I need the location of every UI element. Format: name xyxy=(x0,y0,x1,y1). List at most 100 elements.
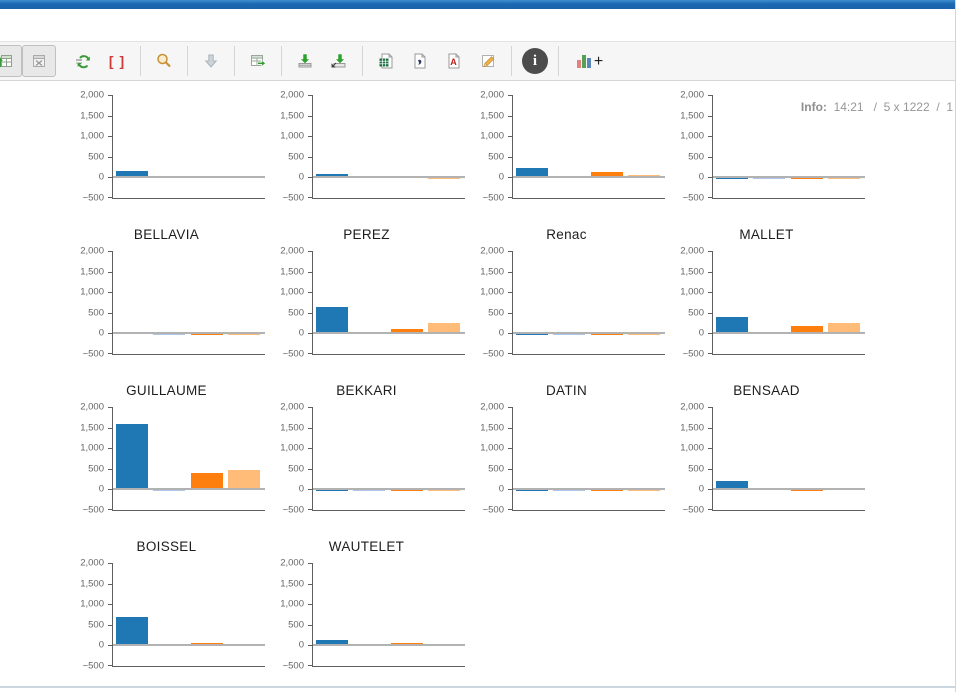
y-tick-label: 500 xyxy=(688,307,704,319)
chart-cell[interactable]: BEKKARI 2,000 1,500 1,000 500 0 −500 xyxy=(268,382,465,516)
y-tick-mark xyxy=(708,177,712,179)
bar-series-1 xyxy=(116,424,148,490)
y-tick-label: 1,000 xyxy=(280,286,304,298)
y-tick-mark xyxy=(308,156,312,158)
y-tick-label: 1,000 xyxy=(480,130,504,142)
info-button[interactable]: i xyxy=(518,45,552,77)
bar-series-3 xyxy=(790,325,823,334)
y-tick-mark xyxy=(508,448,512,450)
export-pdf-button[interactable]: A xyxy=(437,45,471,77)
y-tick-label: 1,000 xyxy=(680,130,704,142)
y-axis-labels: 2,000 1,500 1,000 500 0 −500 xyxy=(468,246,512,360)
save-button[interactable] xyxy=(288,45,322,77)
charts-grid: 2,000 1,500 1,000 500 0 −500 2,000 1,500 1,000 50… xyxy=(68,90,955,672)
y-tick-mark xyxy=(308,353,312,354)
export-excel-button[interactable] xyxy=(369,45,403,77)
y-axis-labels: 2,000 1,500 1,000 500 0 −500 xyxy=(668,246,712,360)
chart-cell[interactable]: BOISSEL 2,000 1,500 1,000 500 0 −500 xyxy=(68,538,265,672)
y-tick-label: −500 xyxy=(682,504,704,516)
y-tick-mark xyxy=(508,312,512,314)
y-tick-label: 1,000 xyxy=(80,442,104,454)
chart-cell[interactable]: BENSAAD 2,000 1,500 1,000 500 0 −500 xyxy=(668,382,865,516)
y-tick-mark xyxy=(108,115,112,117)
y-tick-label: −500 xyxy=(82,192,104,204)
y-tick-mark xyxy=(308,448,312,450)
y-tick-mark xyxy=(108,563,112,564)
chart-cell[interactable]: PEREZ 2,000 1,500 1,000 500 0 −500 xyxy=(268,226,465,360)
zero-baseline xyxy=(113,488,265,491)
y-axis-labels: 2,000 1,500 1,000 500 0 −500 xyxy=(68,90,112,204)
y-tick-mark xyxy=(108,136,112,138)
y-tick-mark xyxy=(308,312,312,314)
chart-plot-area xyxy=(508,95,665,199)
y-tick-mark xyxy=(308,333,312,335)
y-tick-label: 1,500 xyxy=(80,578,104,590)
download-disabled-button[interactable] xyxy=(194,45,228,77)
y-axis-labels: 2,000 1,500 1,000 500 0 −500 xyxy=(468,402,512,516)
format-brackets-button[interactable]: [ ] xyxy=(100,45,134,77)
chart-cell[interactable]: 2,000 1,500 1,000 500 0 −500 xyxy=(268,90,465,204)
chart-cell[interactable]: 2,000 1,500 1,000 500 0 −500 xyxy=(68,90,265,204)
y-tick-mark xyxy=(508,353,512,354)
bar-series-4 xyxy=(428,322,461,334)
y-tick-label: 1,500 xyxy=(280,422,304,434)
y-axis-labels: 2,000 1,500 1,000 500 0 −500 xyxy=(268,90,312,204)
y-tick-mark xyxy=(108,583,112,585)
y-tick-label: 500 xyxy=(688,151,704,163)
arrow-down-gray-icon xyxy=(202,52,220,70)
table-arrow-right-icon xyxy=(249,52,267,70)
export-doc-button[interactable] xyxy=(403,45,437,77)
toolbar-separator xyxy=(558,46,559,76)
refresh-button[interactable] xyxy=(66,45,100,77)
y-tick-mark xyxy=(708,353,712,354)
chart-cell[interactable]: BELLAVIA 2,000 1,500 1,000 500 0 −500 xyxy=(68,226,265,360)
save-as-button[interactable] xyxy=(322,45,356,77)
chart-cell[interactable]: 2,000 1,500 1,000 500 0 −500 xyxy=(468,90,665,204)
y-tick-label: −500 xyxy=(82,348,104,360)
y-tick-mark xyxy=(708,468,712,470)
magnifier-icon xyxy=(155,52,173,70)
chart-cell[interactable]: MALLET 2,000 1,500 1,000 500 0 −500 xyxy=(668,226,865,360)
table-export-button[interactable] xyxy=(241,45,275,77)
y-tick-mark xyxy=(108,271,112,273)
y-tick-mark xyxy=(708,156,712,158)
chart-plot-area xyxy=(308,95,465,199)
table-view-disabled-button[interactable] xyxy=(22,45,56,77)
y-tick-label: 500 xyxy=(288,619,304,631)
bar-series-1 xyxy=(116,617,148,646)
toolbar-separator xyxy=(140,46,141,76)
chart-cell[interactable]: DATIN 2,000 1,500 1,000 500 0 −500 xyxy=(468,382,665,516)
edit-sign-button[interactable] xyxy=(471,45,505,77)
zero-baseline xyxy=(713,488,865,491)
chart-plot-area xyxy=(308,407,465,511)
chart-title: BEKKARI xyxy=(336,383,397,398)
chart-plot-area xyxy=(708,407,865,511)
bar-series-4 xyxy=(628,174,661,178)
bar-series-1 xyxy=(716,316,748,334)
y-tick-label: 1,500 xyxy=(80,110,104,122)
y-tick-label: 500 xyxy=(488,463,504,475)
y-tick-label: 2,000 xyxy=(280,401,304,413)
y-tick-mark xyxy=(308,489,312,491)
y-tick-label: 2,000 xyxy=(480,401,504,413)
y-tick-label: 500 xyxy=(288,463,304,475)
table-chart-view-button[interactable] xyxy=(0,45,22,77)
chart-title: BOISSEL xyxy=(136,539,197,554)
add-chart-button[interactable]: + xyxy=(565,45,615,77)
y-tick-label: 500 xyxy=(88,151,104,163)
y-tick-label: 500 xyxy=(88,307,104,319)
bar-series-1 xyxy=(716,480,748,490)
zoom-search-button[interactable] xyxy=(147,45,181,77)
chart-cell[interactable]: Renac 2,000 1,500 1,000 500 0 −500 xyxy=(468,226,665,360)
chart-plot-area xyxy=(108,95,265,199)
chart-cell[interactable]: GUILLAUME 2,000 1,500 1,000 500 0 −500 xyxy=(68,382,265,516)
chart-plot-area xyxy=(508,251,665,355)
y-tick-label: −500 xyxy=(482,504,504,516)
chart-cell[interactable]: WAUTELET 2,000 1,500 1,000 500 0 −500 xyxy=(268,538,465,672)
toolbar-separator xyxy=(281,46,282,76)
chart-cell[interactable]: 2,000 1,500 1,000 500 0 −500 xyxy=(668,90,865,204)
y-tick-label: −500 xyxy=(82,504,104,516)
chart-title: Renac xyxy=(546,227,587,242)
y-tick-label: 0 xyxy=(298,483,304,495)
zero-baseline xyxy=(513,176,665,179)
